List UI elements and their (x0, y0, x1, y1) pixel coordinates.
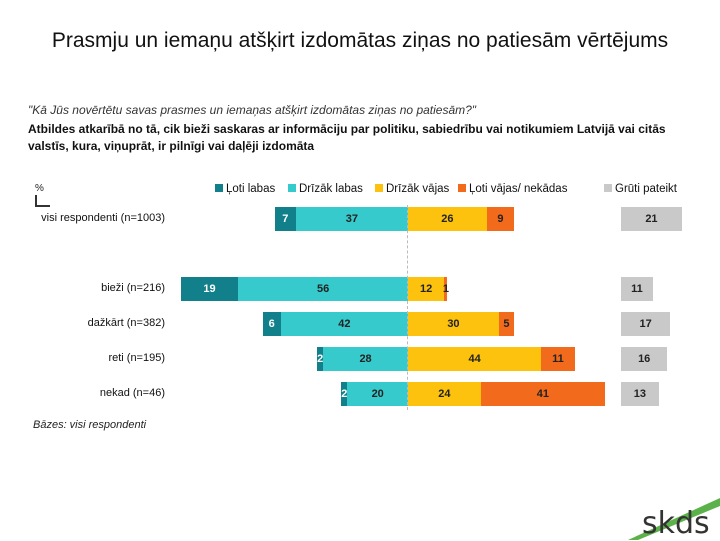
legend-label: Ļoti labas (226, 183, 276, 195)
legend-label: Drīzāk labas (299, 183, 363, 195)
percent-mark-icon (35, 195, 50, 207)
bar-segment: 56 (238, 277, 408, 301)
bar-segment: 2 (341, 382, 347, 406)
bar-segment: 44 (408, 347, 542, 371)
base-note: Bāzes: visi respondenti (33, 419, 147, 431)
bar-segment: 12 (408, 277, 445, 301)
category-label: reti (n=195) (108, 352, 165, 364)
bar-segment-grey: 21 (621, 207, 682, 231)
bar-segment: 30 (408, 312, 499, 336)
legend-swatch (375, 184, 383, 192)
page-title: Prasmju un iemaņu atšķirt izdomātas ziņa… (51, 29, 669, 52)
chart-subtitle: Atbildes atkarībā no tā, cik bieži saska… (28, 122, 666, 153)
bar-segment: 6 (262, 312, 281, 336)
category-label: bieži (n=216) (101, 282, 165, 294)
survey-question: "Kā Jūs novērtētu savas prasmes un iemaņ… (28, 103, 477, 117)
legend-item: Grūti pateikt (604, 183, 677, 195)
logo-text: skds (642, 506, 710, 541)
bar-segment-grey: 16 (621, 347, 668, 371)
category-label: dažkārt (n=382) (87, 317, 165, 329)
bar-segment: 7 (274, 207, 296, 231)
bar-segment: 11 (541, 347, 575, 371)
bar-segment: 2 (317, 347, 323, 371)
bar-segment: 1 (443, 277, 449, 301)
bar-segment-grey: 13 (621, 382, 659, 406)
legend-swatch (288, 184, 296, 192)
legend-swatch (215, 184, 223, 192)
legend-swatch (458, 184, 466, 192)
legend-label: Grūti pateikt (615, 183, 677, 195)
bar-segment: 37 (295, 207, 408, 231)
bar-segment: 28 (323, 347, 408, 371)
legend-item: Ļoti vājas/ nekādas (458, 183, 567, 195)
bar-segment: 20 (347, 382, 408, 406)
bar-segment: 26 (408, 207, 487, 231)
legend-label: Ļoti vājas/ nekādas (469, 183, 568, 195)
legend-label: Drīzāk vājas (386, 183, 450, 195)
skds-logo-icon (628, 498, 720, 540)
category-label: nekad (n=46) (99, 387, 165, 399)
bar-segment: 5 (498, 312, 515, 336)
legend-item: Ļoti labas (215, 183, 275, 195)
category-label: visi respondenti (n=1003) (41, 212, 165, 224)
zero-axis (407, 205, 408, 410)
percent-label: % (35, 183, 44, 194)
bar-segment: 24 (408, 382, 481, 406)
bar-segment: 42 (280, 312, 408, 336)
bar-segment: 9 (486, 207, 515, 231)
legend-swatch (604, 184, 612, 192)
legend-item: Drīzāk vājas (375, 183, 449, 195)
bar-segment-grey: 17 (621, 312, 671, 336)
bar-segment-grey: 11 (621, 277, 653, 301)
bar-segment: 19 (180, 277, 239, 301)
bar-segment: 41 (480, 382, 605, 406)
legend-item: Drīzāk labas (288, 183, 363, 195)
